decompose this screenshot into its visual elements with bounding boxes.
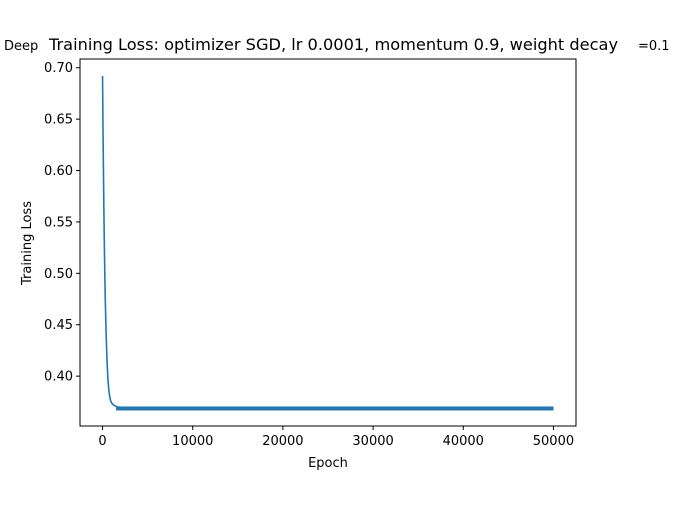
x-axis-label: Epoch xyxy=(308,456,348,471)
x-tick-label: 10000 xyxy=(172,434,213,449)
x-tick-label: 40000 xyxy=(443,434,484,449)
plot-content xyxy=(101,75,554,411)
x-axis-ticks: 0 10000 20000 30000 40000 50000 xyxy=(98,426,574,449)
y-axis-label: Training Loss xyxy=(20,201,35,286)
y-tick-label: 0.55 xyxy=(44,215,73,230)
plot-frame xyxy=(79,58,577,427)
chart-title-suffix: =0.1 xyxy=(638,39,670,54)
y-tick-label: 0.40 xyxy=(44,370,73,385)
training-loss-noise-band xyxy=(116,406,554,411)
chart-title: Deep Training Loss: optimizer SGD, lr 0.… xyxy=(4,35,670,54)
y-tick-label: 0.65 xyxy=(44,113,73,128)
x-tick-label: 30000 xyxy=(352,434,393,449)
y-axis-ticks: 0.40 0.45 0.50 0.55 0.60 0.65 0.70 xyxy=(44,61,80,385)
x-tick-label: 0 xyxy=(98,434,106,449)
x-tick-label: 20000 xyxy=(262,434,303,449)
x-tick-label: 50000 xyxy=(533,434,574,449)
chart-title-main: Training Loss: optimizer SGD, lr 0.0001,… xyxy=(48,35,618,54)
chart-title-prefix: Deep xyxy=(4,39,38,54)
y-tick-label: 0.70 xyxy=(44,61,73,76)
y-tick-label: 0.45 xyxy=(44,318,73,333)
y-tick-label: 0.60 xyxy=(44,164,73,179)
y-tick-label: 0.50 xyxy=(44,267,73,282)
